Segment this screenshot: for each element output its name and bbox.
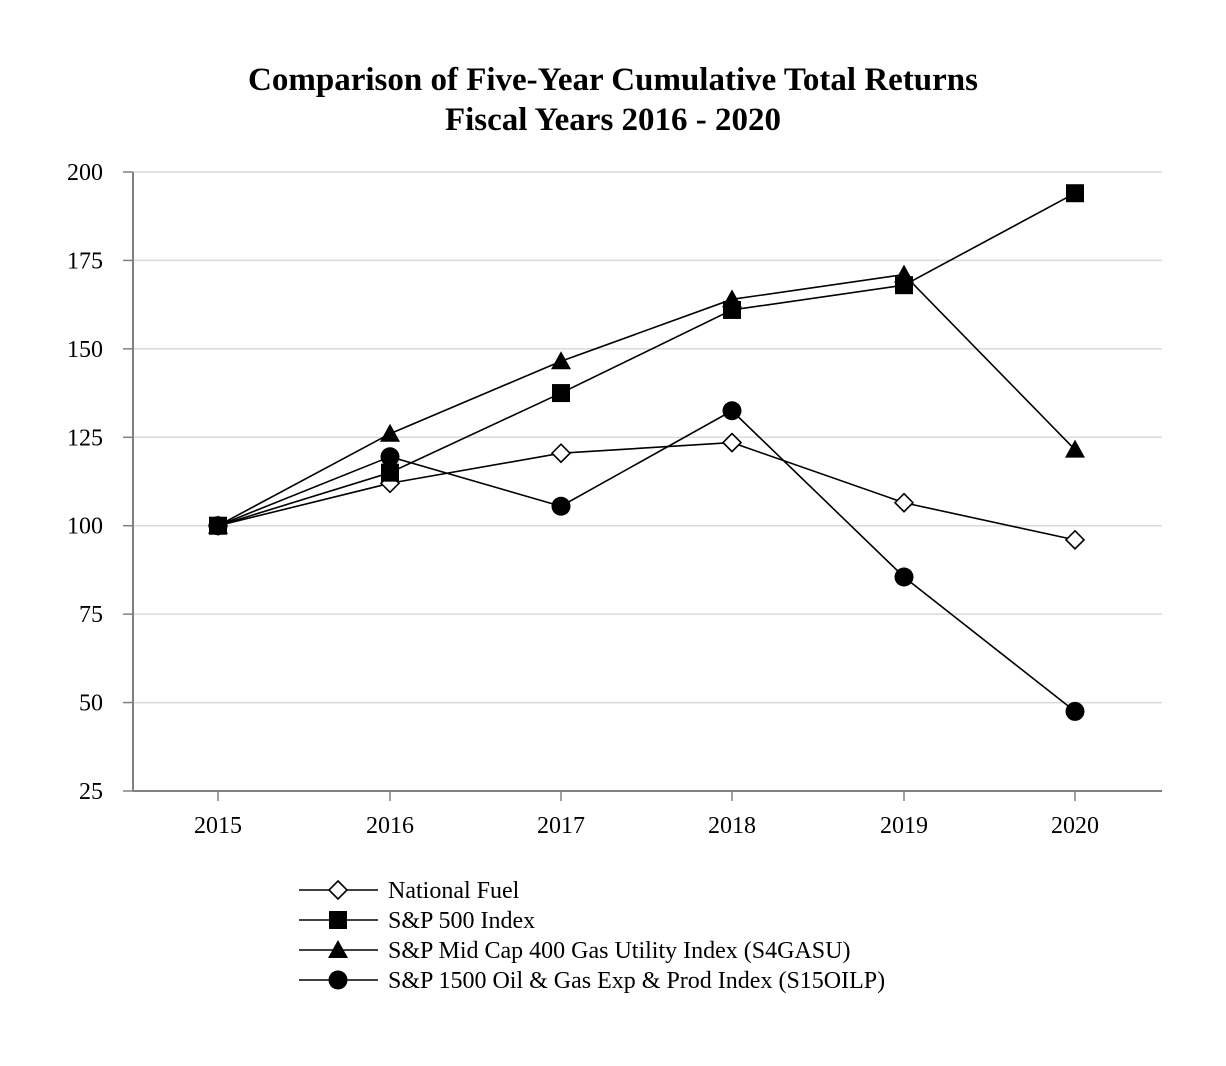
series-line <box>217 409 1076 713</box>
y-tick-label: 50 <box>79 691 103 717</box>
data-point <box>208 516 228 536</box>
data-point <box>721 432 743 453</box>
data-point <box>380 447 400 467</box>
legend-label: S&P Mid Cap 400 Gas Utility Index (S4GAS… <box>388 938 850 964</box>
legend-item: S&P Mid Cap 400 Gas Utility Index (S4GAS… <box>299 938 850 964</box>
series-line <box>217 273 1076 527</box>
legend-marker <box>329 911 347 929</box>
data-point <box>552 384 570 403</box>
y-tick-label: 200 <box>67 160 103 186</box>
x-tick-label: 2019 <box>880 813 928 839</box>
axes: 200 175 150 125 100 75 50 25 2015 2016 2017 2018 201… <box>67 160 1162 839</box>
x-tick-label: 2015 <box>194 813 242 839</box>
legend-label: National Fuel <box>388 878 520 904</box>
legend-marker <box>328 970 348 990</box>
legend-marker <box>328 940 348 958</box>
series-line <box>217 192 1076 527</box>
data-point <box>1065 439 1085 458</box>
data-point <box>381 463 399 482</box>
legend-item: S&P 500 Index <box>299 908 535 934</box>
series-1 <box>209 184 1084 535</box>
chart-subtitle: Fiscal Years 2016 - 2020 <box>445 102 781 138</box>
series-group <box>207 184 1086 721</box>
data-point <box>1066 184 1084 203</box>
series-3 <box>208 401 1085 721</box>
data-point <box>1065 701 1085 721</box>
x-tick-label: 2018 <box>708 813 756 839</box>
y-tick-label: 175 <box>67 248 103 274</box>
chart-title: Comparison of Five-Year Cumulative Total… <box>248 62 978 98</box>
data-point <box>380 423 400 442</box>
y-tick-label: 25 <box>79 779 103 805</box>
x-tick-label: 2017 <box>537 813 585 839</box>
y-tick-label: 75 <box>79 602 103 628</box>
gridlines <box>133 171 1162 704</box>
legend: National Fuel S&P 500 Index S&P Mid Cap 40… <box>299 878 885 994</box>
legend-item: S&P 1500 Oil & Gas Exp & Prod Index (S15… <box>299 968 885 994</box>
series-2 <box>208 264 1085 534</box>
legend-label: S&P 500 Index <box>388 908 535 934</box>
x-tick-label: 2020 <box>1051 813 1099 839</box>
y-tick-label: 100 <box>67 514 103 540</box>
y-tick-label: 150 <box>67 337 103 363</box>
series-0 <box>207 432 1086 550</box>
data-point <box>894 264 914 283</box>
legend-marker <box>327 879 349 901</box>
legend-label: S&P 1500 Oil & Gas Exp & Prod Index (S15… <box>388 968 885 994</box>
data-point <box>893 492 915 513</box>
data-point <box>551 351 571 370</box>
series-line <box>217 441 1076 541</box>
y-tick-label: 125 <box>67 425 103 451</box>
data-point <box>894 567 914 587</box>
data-point <box>551 496 571 516</box>
data-point <box>722 289 742 308</box>
x-tick-label: 2016 <box>366 813 414 839</box>
data-point <box>550 443 572 464</box>
data-point <box>1064 529 1086 550</box>
legend-item: National Fuel <box>299 878 520 904</box>
data-point <box>722 401 742 421</box>
